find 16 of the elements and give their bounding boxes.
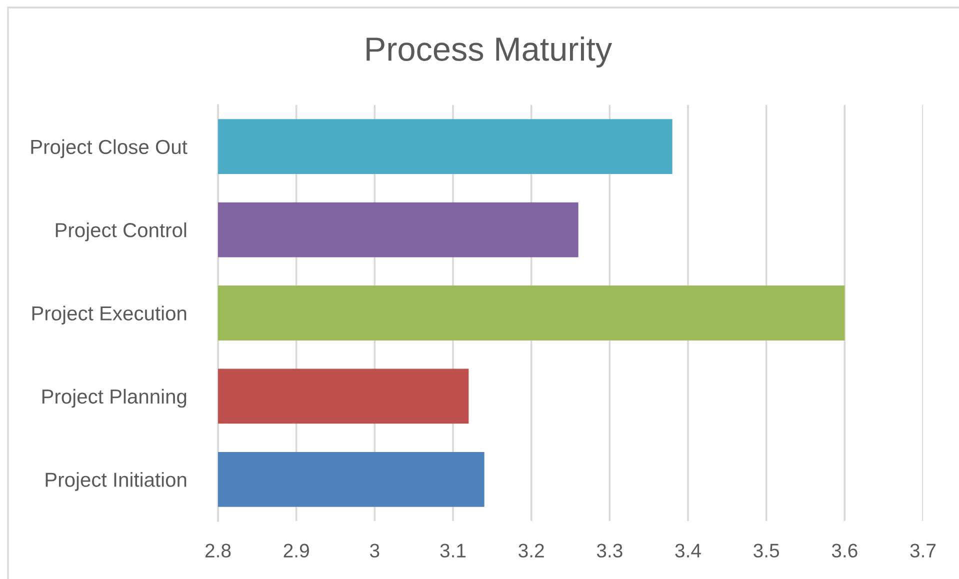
x-tick-label: 3.7 bbox=[910, 544, 936, 558]
x-tick-label: 3.2 bbox=[518, 544, 544, 558]
x-tick-label: 3.6 bbox=[832, 544, 858, 558]
chart-title: Process Maturity bbox=[366, 36, 612, 68]
x-tick-label: 3.1 bbox=[440, 544, 466, 558]
y-tick-label: Project Initiation bbox=[46, 472, 186, 491]
x-tick-label: 2.8 bbox=[205, 544, 231, 558]
x-tick-label: 2.9 bbox=[284, 544, 309, 558]
x-tick-label: 3.3 bbox=[596, 544, 622, 558]
x-tick-label: 3.5 bbox=[754, 544, 780, 558]
y-tick-label: Project Execution bbox=[32, 306, 186, 324]
x-tick-label: 3.4 bbox=[675, 544, 701, 558]
y-tick-label: Project Planning bbox=[42, 388, 186, 408]
x-tick-label: 3 bbox=[370, 544, 380, 558]
y-tick-label: Project Close Out bbox=[31, 139, 188, 158]
y-tick-label: Project Control bbox=[56, 222, 186, 242]
